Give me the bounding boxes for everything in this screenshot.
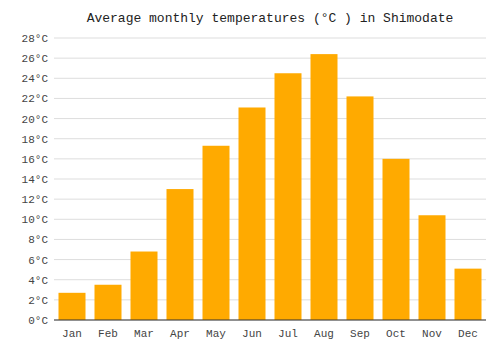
- bar: [131, 252, 158, 320]
- y-tick-label: 16°C: [22, 154, 49, 166]
- x-tick-label: Jul: [278, 328, 298, 340]
- y-axis: 0°C 2°C 4°C 6°C 8°C 10°C 12°C 14°C 16°C 18°C 20°C 2…: [22, 33, 49, 327]
- bar: [167, 189, 194, 320]
- bar: [419, 215, 446, 320]
- grid-line: [54, 158, 486, 159]
- y-tick-label: 4°C: [28, 275, 48, 287]
- grid-line: [54, 199, 486, 200]
- y-tick-label: 8°C: [28, 234, 48, 246]
- y-tick-label: 22°C: [22, 93, 49, 105]
- x-axis-line: [54, 320, 486, 321]
- bar: [59, 293, 86, 320]
- y-tick-label: 20°C: [22, 114, 49, 126]
- grid: [54, 38, 486, 320]
- x-tick-label: Aug: [314, 328, 334, 340]
- bar: [275, 73, 302, 320]
- grid-line: [54, 58, 486, 59]
- page: {"chart_data": {"type": "bar", "title": …: [0, 0, 500, 350]
- grid-line: [54, 118, 486, 119]
- y-tick-label: 28°C: [22, 33, 49, 45]
- x-tick-label: Nov: [422, 328, 442, 340]
- bar: [455, 269, 482, 320]
- grid-line: [54, 138, 486, 139]
- y-tick-label: 10°C: [22, 214, 49, 226]
- grid-line: [54, 179, 486, 180]
- x-tick-label: May: [206, 328, 226, 340]
- bar: [347, 96, 374, 320]
- y-tick-label: 26°C: [22, 53, 49, 65]
- bars: [59, 54, 482, 320]
- bar: [203, 146, 230, 320]
- x-tick-label: Sep: [350, 328, 370, 340]
- bar: [383, 159, 410, 320]
- bar: [95, 285, 122, 320]
- x-tick-label: Dec: [458, 328, 478, 340]
- chart: Average monthly temperatures (°C ) in Sh…: [0, 0, 500, 350]
- x-tick-label: Jan: [62, 328, 82, 340]
- y-tick-label: 24°C: [22, 73, 49, 85]
- x-tick-label: Oct: [386, 328, 406, 340]
- x-tick-label: Mar: [134, 328, 154, 340]
- bar: [311, 54, 338, 320]
- grid-line: [54, 98, 486, 99]
- grid-line: [54, 38, 486, 39]
- y-tick-label: 12°C: [22, 194, 49, 206]
- y-tick-label: 14°C: [22, 174, 49, 186]
- grid-line: [54, 320, 486, 321]
- x-tick-label: Feb: [98, 328, 118, 340]
- bar: [239, 107, 266, 320]
- x-tick-label: Jun: [242, 328, 262, 340]
- y-tick-label: 0°C: [28, 315, 48, 327]
- title: Average monthly temperatures (°C ) in Sh…: [87, 11, 454, 26]
- y-tick-label: 18°C: [22, 134, 49, 146]
- x-axis: Jan Feb Mar Apr May Jun Jul Aug Sep Oct Nov Dec: [54, 320, 486, 340]
- x-tick-label: Apr: [170, 328, 190, 340]
- y-tick-label: 6°C: [28, 255, 48, 267]
- y-tick-label: 2°C: [28, 295, 48, 307]
- grid-line: [54, 78, 486, 79]
